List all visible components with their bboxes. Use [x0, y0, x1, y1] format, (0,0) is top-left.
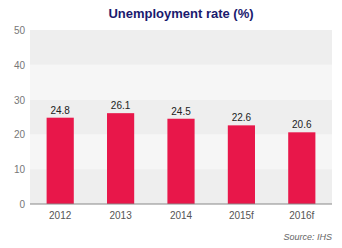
y-tick-label: 0 [19, 199, 25, 210]
data-label: 20.6 [292, 119, 312, 130]
y-tick-label: 40 [14, 60, 26, 71]
bar [288, 132, 315, 204]
stripe [30, 30, 332, 65]
y-tick-label: 10 [14, 164, 26, 175]
title: Unemployment rate (%) [108, 6, 253, 21]
data-label: 24.8 [50, 105, 70, 116]
y-tick-label: 20 [14, 129, 26, 140]
bar [167, 119, 194, 204]
x-tick-label: 2012 [49, 210, 72, 221]
x-tick-label: 2016f [289, 210, 314, 221]
data-label: 24.5 [171, 106, 191, 117]
x-tick-label: 2013 [109, 210, 132, 221]
x-tick-label: 2015f [229, 210, 254, 221]
y-tick-label: 50 [14, 25, 26, 36]
annotation: Source: IHS [283, 232, 332, 242]
x-tick-label: 2014 [170, 210, 193, 221]
bar [47, 118, 74, 204]
stripe [30, 65, 332, 100]
bar [228, 125, 255, 204]
x-axis-line [30, 204, 332, 205]
chart: Unemployment rate (%) 0 10 20 30 40 50 24.8 26.1… [0, 0, 342, 248]
y-tick-label: 30 [14, 95, 26, 106]
data-label: 26.1 [111, 100, 131, 111]
data-label: 22.6 [232, 112, 252, 123]
bar [107, 113, 134, 204]
